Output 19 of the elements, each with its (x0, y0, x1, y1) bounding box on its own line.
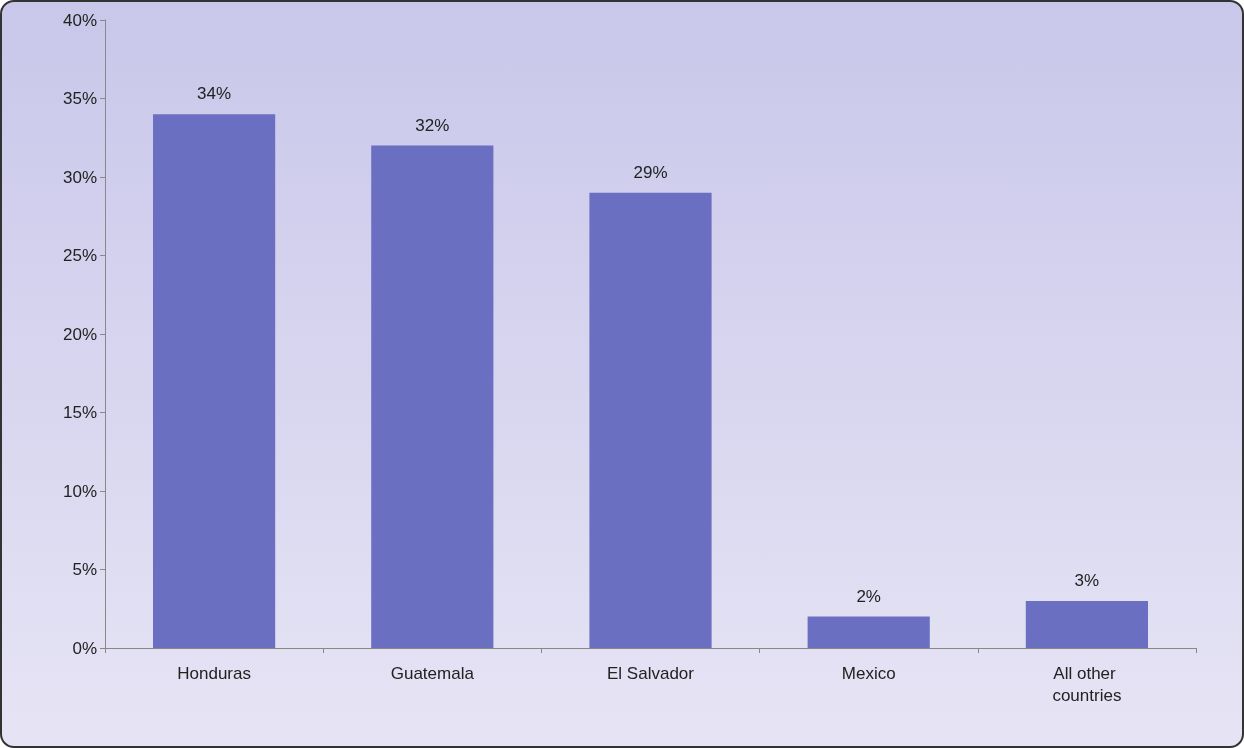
y-tick-label: 10% (62, 481, 97, 501)
y-tick-label: 35% (62, 89, 97, 108)
y-tick-label: 15% (62, 403, 97, 422)
y-tick-label: 40% (62, 10, 97, 30)
y-tick-label: 20% (62, 324, 97, 344)
x-tick-label: Guatemala (390, 663, 475, 683)
data-label: 3% (1074, 570, 1100, 590)
y-tick-label: 30% (62, 167, 97, 187)
y-tick-label: 0% (72, 638, 97, 658)
y-tick-label: 25% (62, 246, 97, 265)
x-tick-label: All other countries (1052, 663, 1122, 705)
data-label: 29% (633, 162, 668, 182)
data-label: 34% (197, 84, 232, 104)
data-label: 2% (856, 586, 881, 606)
x-tick-label: Honduras (177, 663, 251, 683)
data-label: 32% (415, 115, 450, 135)
y-tick-label: 5% (72, 560, 97, 579)
x-tick-label: El Salvador (607, 663, 695, 683)
x-tick-label: Mexico (841, 663, 896, 683)
